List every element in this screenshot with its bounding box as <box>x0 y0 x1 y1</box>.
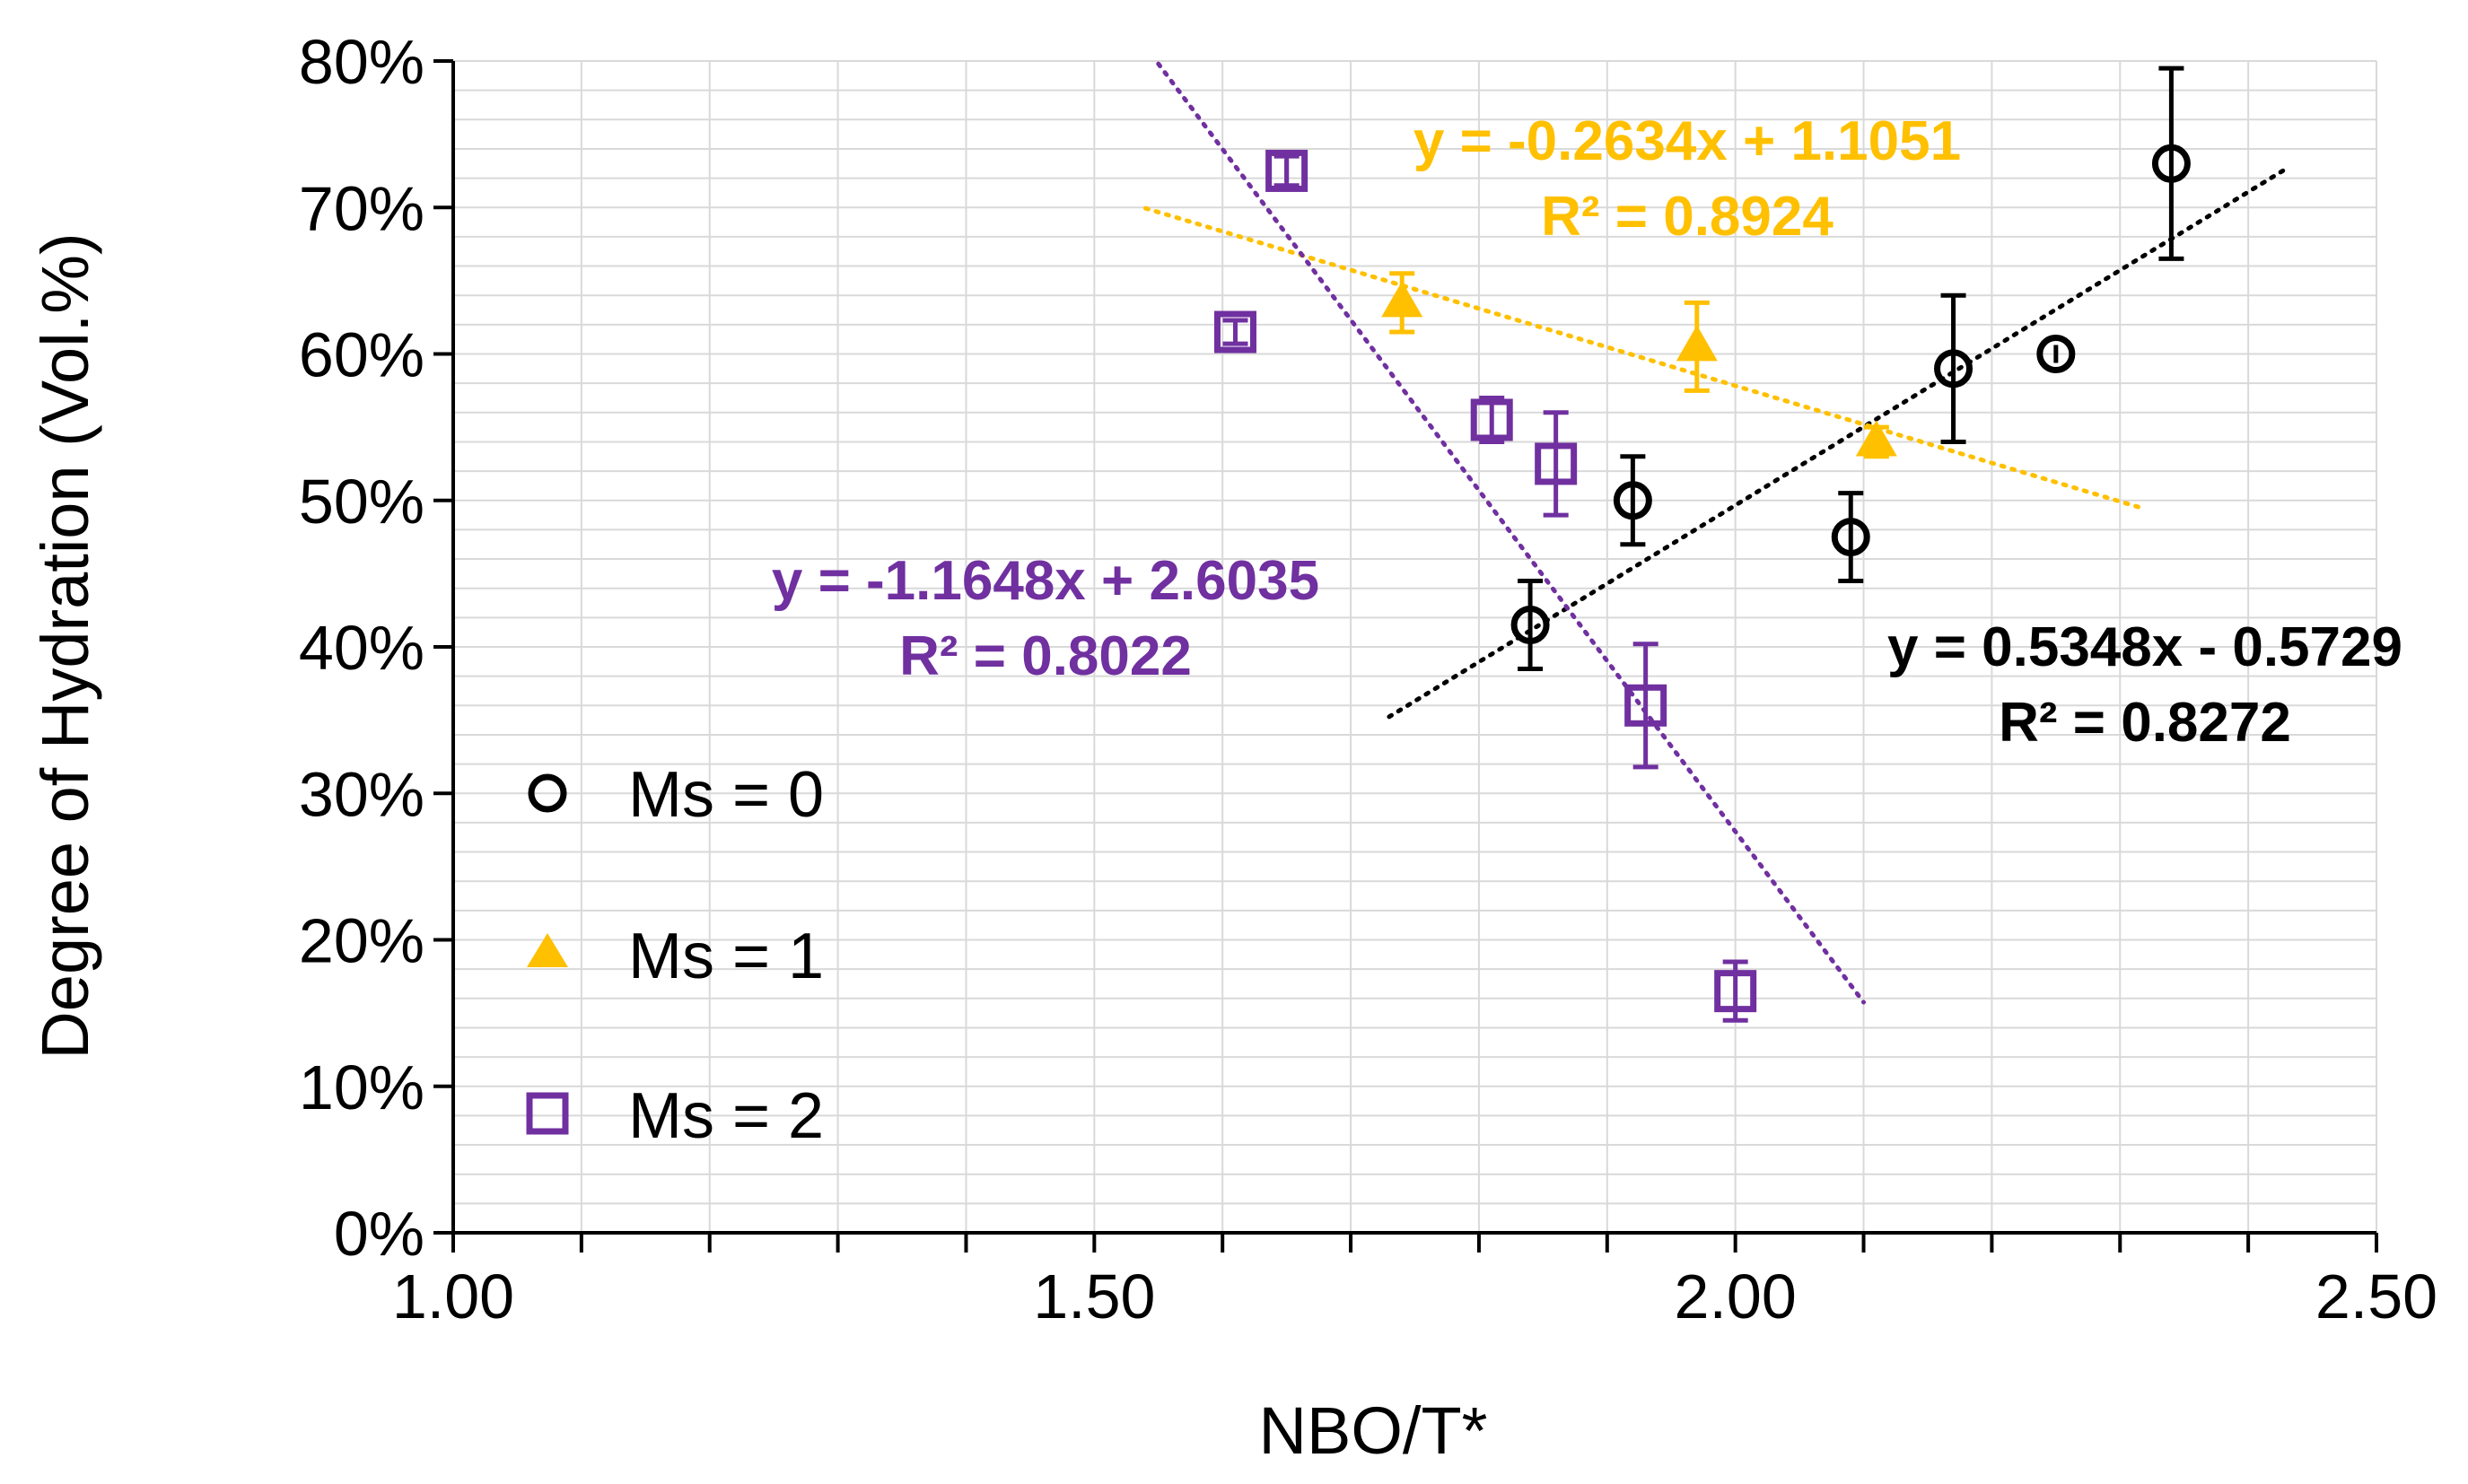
marker-circle <box>2151 144 2191 183</box>
ms2-equation: y = -1.1648x + 2.6035 <box>772 550 1319 612</box>
marker-triangle <box>1381 281 1423 318</box>
legend-marker-triangle <box>527 933 568 967</box>
x-tick-label: 2.50 <box>2315 1261 2437 1331</box>
ms1-r2: R² = 0.8924 <box>1541 186 1833 248</box>
marker-circle <box>1831 518 1870 557</box>
trendline-annotations: y = -0.2634x + 1.1051 R² = 0.8924 y = -1… <box>772 110 2402 754</box>
marker-triangle <box>1676 325 1718 362</box>
data-point-ms0 <box>2036 335 2076 373</box>
marker-circle <box>1934 349 1974 388</box>
y-tick-label: 0% <box>334 1199 424 1269</box>
marker-square <box>1535 442 1578 485</box>
data-point-ms2 <box>1624 642 1667 770</box>
axis-titles: NBO/T* Degree of Hydration (Vol.%) <box>28 232 1487 1468</box>
x-tick-label: 2.00 <box>1675 1261 1797 1331</box>
ms1-equation: y = -0.2634x + 1.1051 <box>1413 110 1961 172</box>
data-point-ms2 <box>1714 959 1757 1023</box>
trendline-ms2 <box>1156 61 1867 1005</box>
x-tick-label: 1.00 <box>392 1261 514 1331</box>
legend-item-ms1: Ms = 1 <box>527 921 824 992</box>
y-tick-label: 70% <box>299 173 424 243</box>
data-point-ms2 <box>1213 310 1256 354</box>
marker-square <box>1714 970 1757 1013</box>
y-tick-label: 50% <box>299 467 424 537</box>
y-tick-label: 40% <box>299 613 424 683</box>
data-point-ms1 <box>1676 300 1718 393</box>
trendlines <box>1142 61 2289 1005</box>
data-point-ms0 <box>1613 454 1652 547</box>
ms2-r2: R² = 0.8022 <box>899 625 1192 687</box>
data-point-ms0 <box>1510 579 1550 671</box>
y-tick-label: 80% <box>299 27 424 97</box>
trendline-ms1 <box>1142 205 2149 512</box>
x-axis-title: NBO/T* <box>1259 1393 1488 1468</box>
legend-marker-square <box>526 1092 569 1135</box>
marker-circle <box>2036 335 2076 373</box>
data-point-ms0 <box>1831 491 1870 584</box>
ms0-equation: y = 0.5348x - 0.5729 <box>1887 616 2402 678</box>
legend-label-ms1: Ms = 1 <box>628 921 824 992</box>
marker-square <box>1213 310 1256 354</box>
marker-square <box>1265 149 1308 192</box>
y-tick-label: 10% <box>299 1052 424 1122</box>
legend-item-ms2: Ms = 2 <box>526 1080 824 1152</box>
axes: 0% 10% 20% 30% 40% 50% 60% 70% 80% 1.00 1.50 2.00 2.… <box>299 27 2437 1331</box>
legend-item-ms0: Ms = 0 <box>528 759 824 831</box>
data-point-ms2 <box>1535 410 1578 518</box>
grid-lines <box>452 60 2377 1234</box>
legend-marker-circle <box>528 773 567 813</box>
marker-triangle <box>1855 420 1897 457</box>
legend: Ms = 0 Ms = 1 Ms = 2 <box>526 759 824 1152</box>
legend-label-ms2: Ms = 2 <box>628 1080 824 1152</box>
data-point-ms1 <box>1855 420 1897 459</box>
marker-circle <box>1510 606 1550 645</box>
y-axis-title: Degree of Hydration (Vol.%) <box>28 232 102 1059</box>
data-points <box>1213 65 2191 1023</box>
y-tick-label: 60% <box>299 320 424 390</box>
marker-square <box>1470 398 1513 441</box>
data-point-ms2 <box>1470 395 1513 444</box>
data-point-ms1 <box>1381 271 1423 335</box>
x-tick-label: 1.50 <box>1033 1261 1155 1331</box>
marker-square <box>1624 684 1667 727</box>
y-tick-label: 20% <box>299 906 424 976</box>
trendline-ms0 <box>1387 166 2289 720</box>
data-point-ms2 <box>1265 149 1308 192</box>
legend-label-ms0: Ms = 0 <box>628 759 824 831</box>
data-point-ms0 <box>2151 65 2191 261</box>
y-tick-label: 30% <box>299 759 424 829</box>
marker-circle <box>1613 481 1652 520</box>
data-point-ms0 <box>1934 292 1974 444</box>
ms0-r2: R² = 0.8272 <box>1999 692 2291 754</box>
